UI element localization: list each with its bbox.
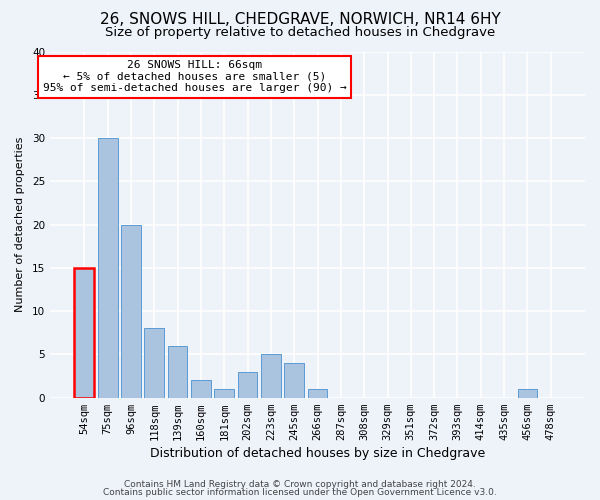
Text: Contains public sector information licensed under the Open Government Licence v3: Contains public sector information licen… [103, 488, 497, 497]
Bar [518, 389, 538, 398]
X-axis label: Distribution of detached houses by size in Chedgrave: Distribution of detached houses by size … [150, 447, 485, 460]
Bar [121, 224, 141, 398]
Text: Size of property relative to detached houses in Chedgrave: Size of property relative to detached ho… [105, 26, 495, 39]
Bar [238, 372, 257, 398]
Bar [191, 380, 211, 398]
Text: 26, SNOWS HILL, CHEDGRAVE, NORWICH, NR14 6HY: 26, SNOWS HILL, CHEDGRAVE, NORWICH, NR14… [100, 12, 500, 28]
Bar [167, 346, 187, 398]
Bar [214, 389, 234, 398]
Bar [145, 328, 164, 398]
Y-axis label: Number of detached properties: Number of detached properties [15, 137, 25, 312]
Bar [98, 138, 118, 398]
Text: 26 SNOWS HILL: 66sqm
← 5% of detached houses are smaller (5)
95% of semi-detache: 26 SNOWS HILL: 66sqm ← 5% of detached ho… [43, 60, 346, 94]
Text: Contains HM Land Registry data © Crown copyright and database right 2024.: Contains HM Land Registry data © Crown c… [124, 480, 476, 489]
Bar [261, 354, 281, 398]
Bar [308, 389, 328, 398]
Bar [74, 268, 94, 398]
Bar [284, 363, 304, 398]
